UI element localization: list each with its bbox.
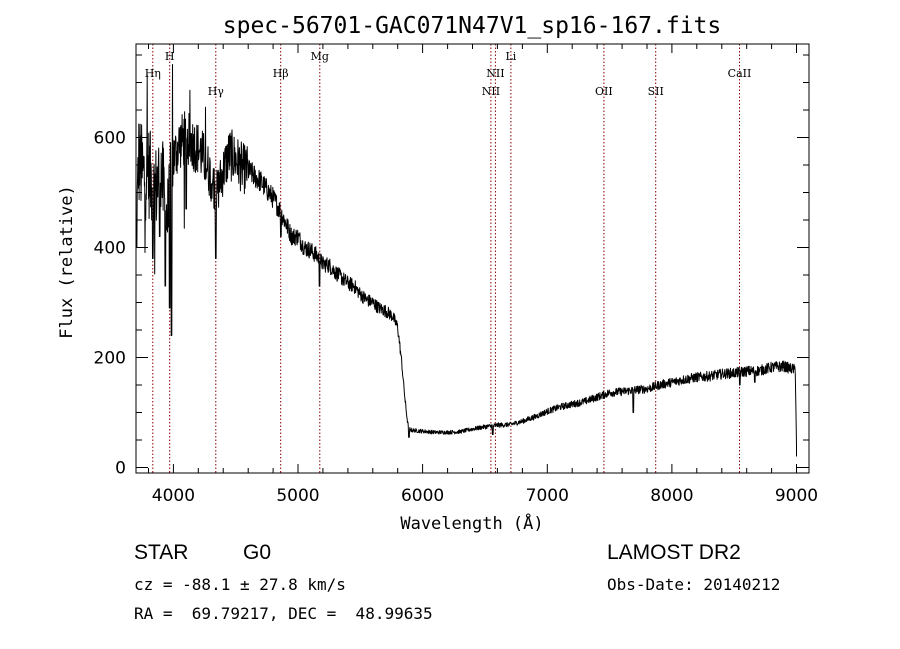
obs-date-label: Obs-Date: 20140212 [607,575,781,594]
spectral-line-label-1: H [165,50,175,63]
y-tick-label-600: 600 [94,129,126,149]
spectral-line-label-3: Hβ [273,67,289,80]
x-tick-label-5000: 5000 [276,486,319,506]
y-axis-label: Flux (relative) [57,185,77,339]
chart-title: spec-56701-GAC071N47V1_sp16-167.fits [223,13,722,39]
spectral-line-label-0: Hη [145,67,161,80]
spectral-line-label-7: Li [505,50,516,63]
y-tick-label-0: 0 [115,459,126,479]
survey-label: LAMOST DR2 [607,541,741,564]
x-axis-label: Wavelength (Å) [400,512,543,534]
plot-frame [135,43,810,474]
spectral-line-label-9: SII [648,85,664,98]
redshift-label: cz = -88.1 ± 27.8 km/s [134,575,346,594]
subclass-label: G0 [243,541,272,564]
spectral-line-label-5: NII [482,85,500,98]
x-tick-label-4000: 4000 [152,486,195,506]
spectral-line-label-8: OII [595,85,613,98]
x-tick-label-6000: 6000 [401,486,444,506]
spectral-line-label-4: Mg [311,50,329,63]
classification-label: STAR [134,541,189,564]
coords-label: RA = 69.79217, DEC = 48.99635 [134,604,433,623]
x-tick-label-8000: 8000 [650,486,693,506]
y-tick-label-200: 200 [94,349,126,369]
spectral-line-label-10: CaII [728,67,752,80]
spectrum-line [135,64,797,457]
spectral-line-label-6: NII [486,67,504,80]
y-tick-label-400: 400 [94,239,126,259]
x-tick-label-9000: 9000 [775,486,818,506]
spectral-line-label-2: Hγ [208,85,225,98]
x-tick-label-7000: 7000 [526,486,569,506]
